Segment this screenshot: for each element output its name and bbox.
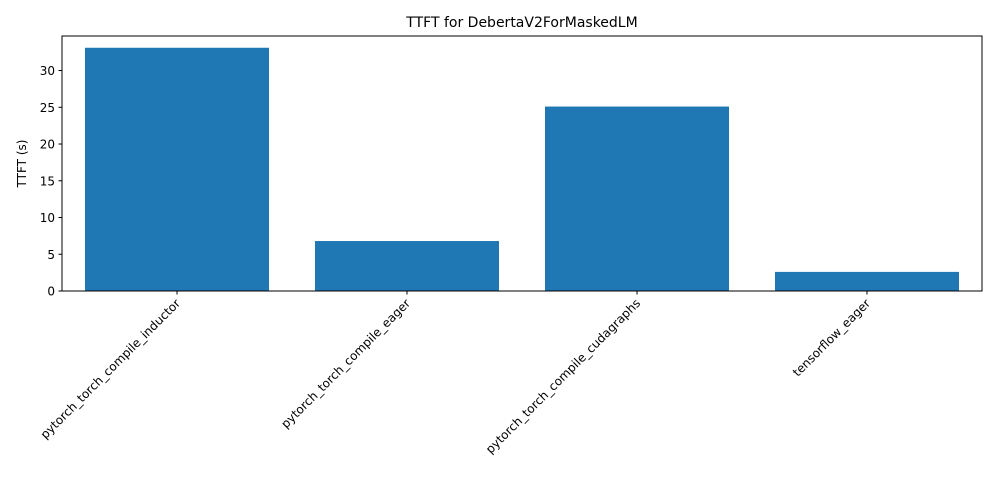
plot-frame — [61, 35, 983, 292]
bar-pytorch-torch-compile-eager — [315, 241, 499, 291]
bar-pytorch-torch-compile-inductor — [85, 47, 269, 292]
bars-group — [85, 47, 959, 292]
chart-title: TTFT for DebertaV2ForMaskedLM — [405, 15, 637, 31]
y-tick-label: 30 — [40, 64, 55, 78]
y-tick-label: 25 — [40, 101, 55, 115]
x-tick-label: pytorch_torch_compile_eager — [278, 296, 413, 431]
y-axis-ticks: 0 5 10 15 20 25 30 — [40, 64, 62, 299]
y-tick-label: 0 — [47, 285, 55, 299]
y-tick-label: 20 — [40, 138, 55, 152]
bar-pytorch-torch-compile-cudagraphs — [545, 106, 729, 292]
x-tick-label: pytorch_torch_compile_inductor — [38, 296, 183, 441]
y-tick-label: 10 — [40, 211, 55, 225]
y-tick-label: 15 — [40, 174, 55, 188]
x-axis-ticks: pytorch_torch_compile_inductor pytorch_to… — [38, 291, 873, 456]
y-tick-label: 5 — [47, 248, 55, 262]
x-tick-label: tensorflow_eager — [790, 296, 873, 379]
y-axis-label: TTFT (s) — [15, 140, 29, 189]
bar-tensorflow-eager — [775, 271, 959, 291]
x-tick-label: pytorch_torch_compile_cudagraphs — [483, 296, 643, 456]
